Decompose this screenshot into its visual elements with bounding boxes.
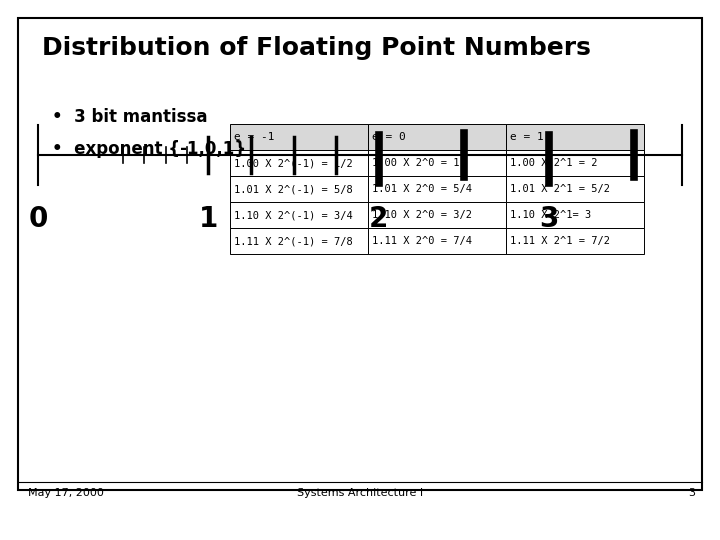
Bar [230, 124, 368, 150]
Bar [506, 228, 644, 254]
Bar [368, 124, 506, 150]
Bar [506, 176, 644, 202]
Text: 1.01 X 2^(-1) = 5/8: 1.01 X 2^(-1) = 5/8 [234, 184, 353, 194]
Bar [230, 150, 368, 176]
Text: 3: 3 [688, 488, 695, 498]
Text: 1: 1 [199, 205, 218, 233]
Bar [230, 202, 368, 228]
Text: 1.10 X 2^1= 3: 1.10 X 2^1= 3 [510, 210, 591, 220]
Text: 1.00 X 2^1 = 2: 1.00 X 2^1 = 2 [510, 158, 598, 168]
Bar [506, 202, 644, 228]
Text: 1.00 X 2^0 = 1: 1.00 X 2^0 = 1 [372, 158, 459, 168]
Text: e = 1: e = 1 [510, 132, 544, 142]
Text: 1.10 X 2^(-1) = 3/4: 1.10 X 2^(-1) = 3/4 [234, 210, 353, 220]
Bar [230, 176, 368, 202]
Text: •  exponent {-1,0,1}: • exponent {-1,0,1} [52, 140, 246, 158]
Text: 1.10 X 2^0 = 3/2: 1.10 X 2^0 = 3/2 [372, 210, 472, 220]
Bar [368, 202, 506, 228]
Bar [506, 124, 644, 150]
Text: e = -1: e = -1 [234, 132, 274, 142]
Text: 1.01 X 2^1 = 5/2: 1.01 X 2^1 = 5/2 [510, 184, 610, 194]
Bar [368, 176, 506, 202]
Text: 1.11 X 2^(-1) = 7/8: 1.11 X 2^(-1) = 7/8 [234, 236, 353, 246]
Bar [368, 150, 506, 176]
Text: May 17, 2000: May 17, 2000 [28, 488, 104, 498]
Text: 0: 0 [28, 205, 48, 233]
Bar [506, 150, 644, 176]
Bar [230, 228, 368, 254]
Text: Systems Architecture I: Systems Architecture I [297, 488, 423, 498]
Bar [368, 228, 506, 254]
Text: 3: 3 [539, 205, 559, 233]
Text: Distribution of Floating Point Numbers: Distribution of Floating Point Numbers [42, 36, 591, 60]
Text: 1.11 X 2^1 = 7/2: 1.11 X 2^1 = 7/2 [510, 236, 610, 246]
Text: 1.00 X 2^(-1) = 1/2: 1.00 X 2^(-1) = 1/2 [234, 158, 353, 168]
Text: 2: 2 [369, 205, 388, 233]
Text: 1.01 X 2^0 = 5/4: 1.01 X 2^0 = 5/4 [372, 184, 472, 194]
Text: e = 0: e = 0 [372, 132, 406, 142]
Bar [18, 18, 702, 490]
Text: 1.11 X 2^0 = 7/4: 1.11 X 2^0 = 7/4 [372, 236, 472, 246]
Text: •  3 bit mantissa: • 3 bit mantissa [52, 108, 207, 126]
